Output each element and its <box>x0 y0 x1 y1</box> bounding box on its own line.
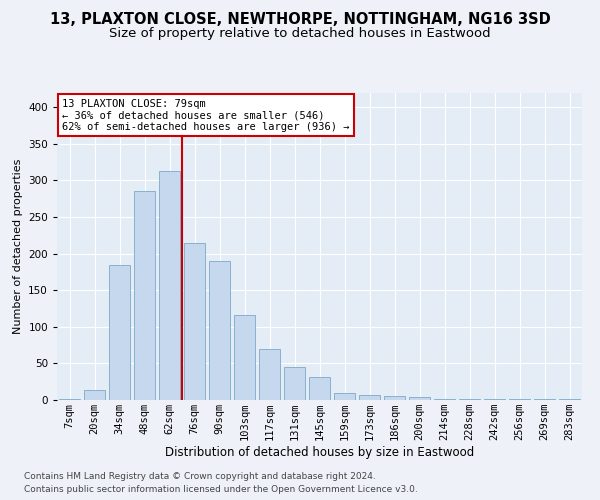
Bar <box>234 315 255 400</box>
Bar <box>284 367 305 400</box>
Bar <box>334 394 355 400</box>
Bar <box>109 266 130 400</box>
Text: 13, PLAXTON CLOSE, NEWTHORPE, NOTTINGHAM, NG16 3SD: 13, PLAXTON CLOSE, NEWTHORPE, NOTTINGHAM… <box>50 12 550 28</box>
Bar <box>59 398 80 400</box>
Text: 13 PLAXTON CLOSE: 79sqm
← 36% of detached houses are smaller (546)
62% of semi-d: 13 PLAXTON CLOSE: 79sqm ← 36% of detache… <box>62 98 350 132</box>
Bar <box>184 242 205 400</box>
Bar <box>359 395 380 400</box>
Bar <box>84 390 105 400</box>
Bar <box>209 261 230 400</box>
Bar <box>384 396 405 400</box>
Text: Contains HM Land Registry data © Crown copyright and database right 2024.: Contains HM Land Registry data © Crown c… <box>24 472 376 481</box>
Bar <box>134 192 155 400</box>
Bar <box>309 376 330 400</box>
Bar <box>409 397 430 400</box>
Bar <box>434 398 455 400</box>
Text: Contains public sector information licensed under the Open Government Licence v3: Contains public sector information licen… <box>24 485 418 494</box>
Text: Size of property relative to detached houses in Eastwood: Size of property relative to detached ho… <box>109 28 491 40</box>
X-axis label: Distribution of detached houses by size in Eastwood: Distribution of detached houses by size … <box>165 446 474 459</box>
Y-axis label: Number of detached properties: Number of detached properties <box>13 158 23 334</box>
Bar <box>259 349 280 400</box>
Bar <box>159 171 180 400</box>
